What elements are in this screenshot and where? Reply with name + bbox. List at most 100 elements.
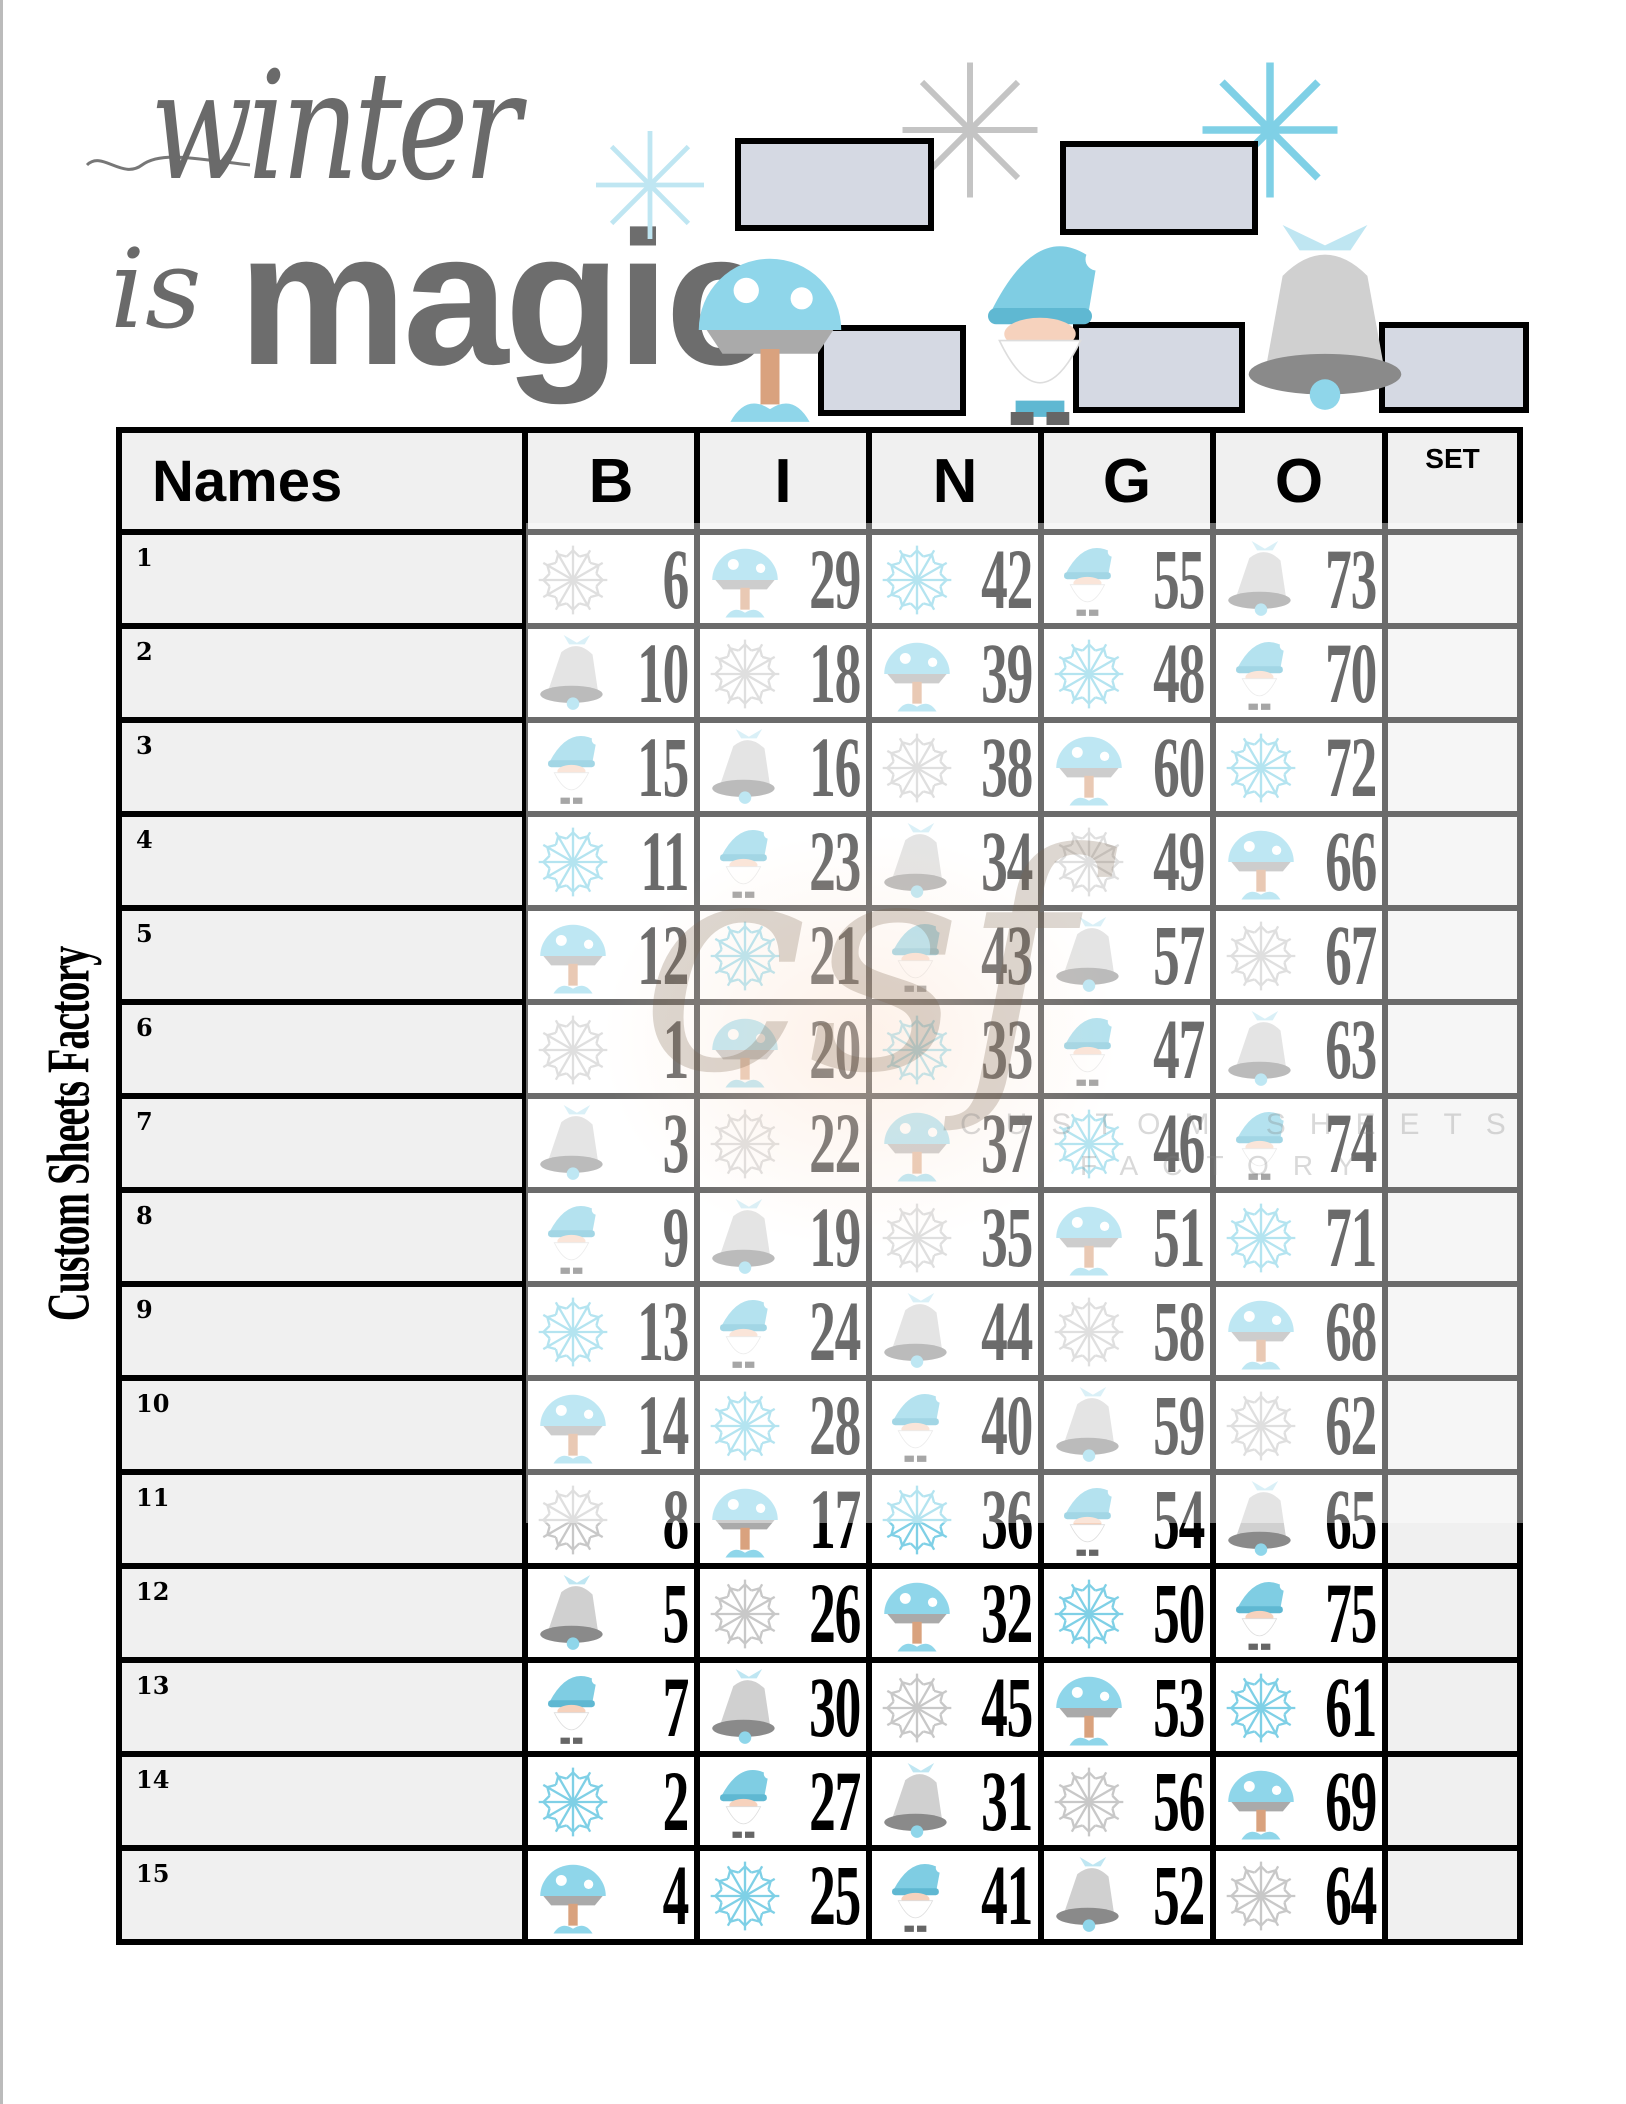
bingo-number: 35 (981, 1193, 1033, 1281)
name-field[interactable]: 2 (122, 629, 522, 717)
bell-icon (884, 1293, 947, 1368)
name-field[interactable]: 14 (122, 1757, 522, 1845)
bingo-cell-g: 51 (1044, 1193, 1210, 1281)
gnome-icon (1064, 1017, 1118, 1086)
set-field[interactable] (1388, 1381, 1517, 1469)
bingo-cell-b: 5 (528, 1569, 694, 1657)
bingo-number: 74 (1325, 1099, 1377, 1187)
watermark-line2: FACTORY (1080, 1150, 1380, 1181)
name-field[interactable]: 10 (122, 1381, 522, 1469)
gnome-icon (1064, 1487, 1118, 1556)
gnome-icon (1236, 1581, 1290, 1650)
bingo-number: 65 (1325, 1475, 1377, 1563)
bell-icon (712, 1199, 775, 1274)
set-field[interactable] (1388, 1663, 1517, 1751)
row-number: 3 (136, 731, 153, 760)
snowflake-icon (882, 733, 952, 803)
header-names: Names (122, 433, 522, 529)
set-field[interactable] (1388, 1193, 1517, 1281)
bingo-cell-b: 15 (528, 723, 694, 811)
header-box-2 (1060, 141, 1258, 235)
header-g: G (1044, 433, 1210, 529)
bingo-number: 23 (809, 817, 861, 905)
snowflake-icon (1054, 639, 1124, 709)
bingo-cell-n: 42 (872, 535, 1038, 623)
bingo-number: 13 (637, 1287, 689, 1375)
bingo-number: 51 (1153, 1193, 1205, 1281)
bingo-number: 54 (1153, 1475, 1205, 1563)
set-field[interactable] (1388, 1005, 1517, 1093)
bingo-number: 61 (1325, 1663, 1377, 1751)
bell-icon (540, 1575, 603, 1650)
bingo-cell-g: 52 (1044, 1851, 1210, 1939)
set-field[interactable] (1388, 629, 1517, 717)
row-number: 5 (136, 919, 153, 948)
bingo-cell-b: 10 (528, 629, 694, 717)
set-field[interactable] (1388, 1475, 1517, 1563)
set-field[interactable] (1388, 1287, 1517, 1375)
snowflake-icon (1226, 1861, 1296, 1931)
bingo-cell-n: 33 (872, 1005, 1038, 1093)
name-field[interactable]: 12 (122, 1569, 522, 1657)
bingo-cell-g: 59 (1044, 1381, 1210, 1469)
bingo-number: 50 (1153, 1569, 1205, 1657)
bingo-number: 64 (1325, 1851, 1377, 1939)
bingo-number: 33 (981, 1005, 1033, 1093)
snowflake-icon (902, 62, 1038, 198)
name-field[interactable]: 1 (122, 535, 522, 623)
bingo-cell-b: 7 (528, 1663, 694, 1751)
snowflake-icon (538, 827, 608, 897)
bingo-cell-i: 23 (700, 817, 866, 905)
name-field[interactable]: 5 (122, 911, 522, 999)
bingo-number: 11 (640, 817, 689, 905)
name-field[interactable]: 6 (122, 1005, 522, 1093)
snowflake-icon (1226, 1673, 1296, 1743)
set-field[interactable] (1388, 535, 1517, 623)
name-field[interactable]: 11 (122, 1475, 522, 1563)
bingo-cell-n: 37 (872, 1099, 1038, 1187)
bingo-number: 62 (1325, 1381, 1377, 1469)
gnome-icon (988, 246, 1105, 425)
set-field[interactable] (1388, 723, 1517, 811)
bingo-cell-n: 43 (872, 911, 1038, 999)
bell-icon (712, 1669, 775, 1744)
bingo-cell-i: 22 (700, 1099, 866, 1187)
bell-icon (1228, 1481, 1291, 1556)
bingo-number: 69 (1325, 1757, 1377, 1845)
name-field[interactable]: 8 (122, 1193, 522, 1281)
name-field[interactable]: 15 (122, 1851, 522, 1939)
bingo-number: 55 (1153, 535, 1205, 623)
set-field[interactable] (1388, 1851, 1517, 1939)
bingo-number: 22 (809, 1099, 861, 1187)
bingo-cell-i: 21 (700, 911, 866, 999)
row-number: 9 (136, 1295, 153, 1324)
name-field[interactable]: 7 (122, 1099, 522, 1187)
bingo-cell-b: 6 (528, 535, 694, 623)
set-field[interactable] (1388, 1757, 1517, 1845)
bingo-number: 58 (1153, 1287, 1205, 1375)
bingo-cell-n: 36 (872, 1475, 1038, 1563)
snowflake-icon (710, 1109, 780, 1179)
set-field[interactable] (1388, 1569, 1517, 1657)
title-winter: winter (150, 40, 521, 214)
bingo-cell-g: 48 (1044, 629, 1210, 717)
name-field[interactable]: 3 (122, 723, 522, 811)
row-number: 2 (136, 637, 153, 666)
name-field[interactable]: 9 (122, 1287, 522, 1375)
header-o: O (1216, 433, 1382, 529)
header-box-3 (818, 325, 966, 416)
bingo-cell-n: 35 (872, 1193, 1038, 1281)
bingo-cell-o: 66 (1216, 817, 1382, 905)
set-field[interactable] (1388, 817, 1517, 905)
header-box-4 (1073, 322, 1245, 413)
set-field[interactable] (1388, 911, 1517, 999)
set-field[interactable] (1388, 1099, 1517, 1187)
name-field[interactable]: 13 (122, 1663, 522, 1751)
bingo-cell-o: 64 (1216, 1851, 1382, 1939)
bingo-number: 48 (1153, 629, 1205, 717)
mushroom-icon (1056, 1206, 1122, 1276)
gnome-icon (1236, 1111, 1290, 1180)
name-field[interactable]: 4 (122, 817, 522, 905)
snowflake-icon (710, 1861, 780, 1931)
bell-icon (1056, 917, 1119, 992)
